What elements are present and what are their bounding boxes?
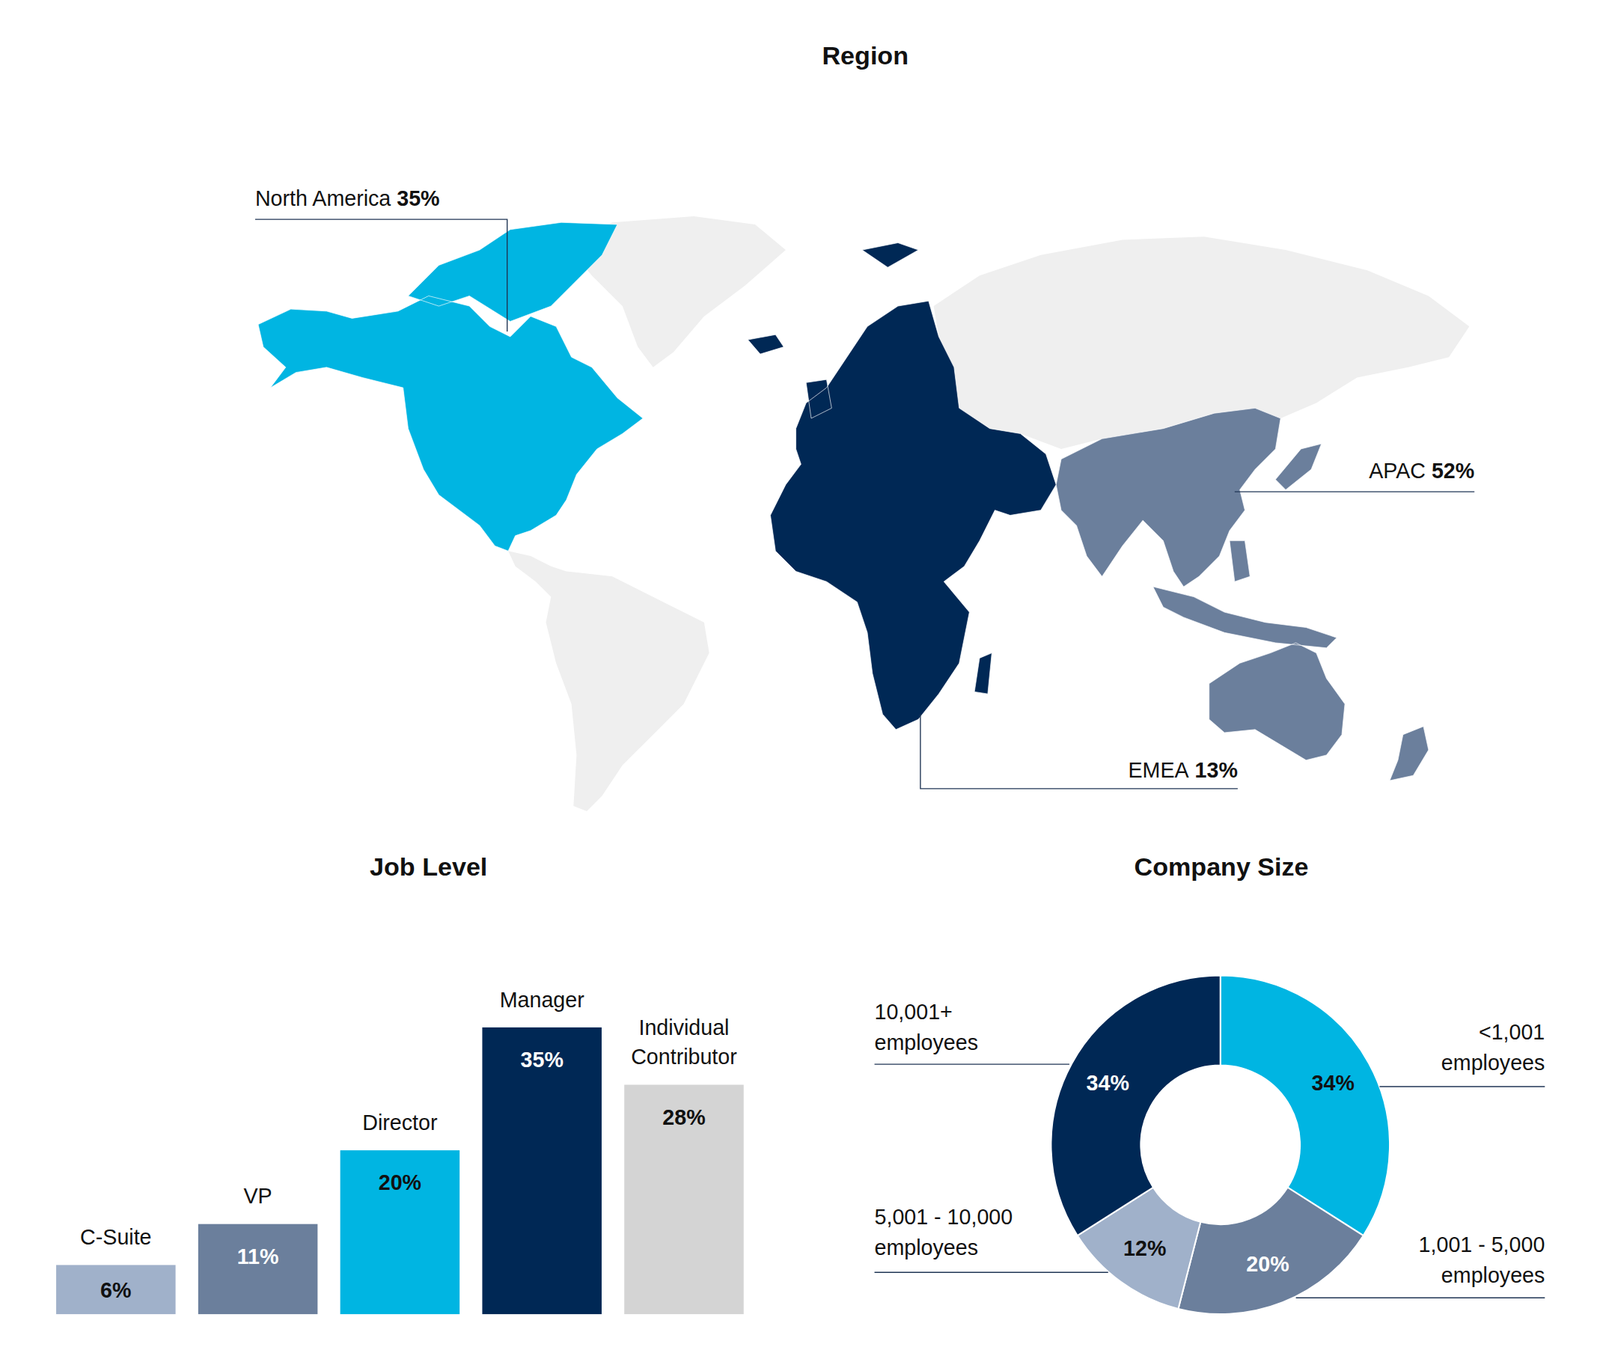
leader-line bbox=[255, 219, 508, 332]
category-label: Director bbox=[362, 1110, 438, 1135]
category-label: <1,001 employees bbox=[1441, 1020, 1545, 1075]
donut-slice bbox=[1050, 975, 1220, 1236]
chart-title: Company Size bbox=[1134, 852, 1309, 881]
background bbox=[0, 0, 1600, 1356]
data-label: 12% bbox=[1123, 1236, 1166, 1261]
category-label: Individual Contributor bbox=[630, 1015, 738, 1070]
region-value: 35% bbox=[396, 186, 440, 211]
chart-title: Job Level bbox=[369, 852, 488, 881]
region-name: APAC bbox=[1368, 458, 1432, 483]
category-label-line: Manager bbox=[499, 987, 585, 1012]
category-label-line: 10,001+ bbox=[874, 999, 953, 1024]
infographic: Region North America 35% EMEA 13% APAC 52% J… bbox=[0, 0, 1600, 1356]
donut-slice bbox=[1177, 1187, 1363, 1315]
chart-title: Region bbox=[822, 41, 909, 70]
category-label-line: employees bbox=[1441, 1263, 1545, 1288]
data-label: 11% bbox=[237, 1244, 280, 1269]
data-label: 35% bbox=[520, 1047, 564, 1072]
bar bbox=[198, 1224, 319, 1315]
region-label: APAC 52% bbox=[1368, 458, 1475, 483]
category-label-line: employees bbox=[874, 1030, 979, 1055]
category-label-line: 1,001 - 5,000 bbox=[1418, 1232, 1546, 1257]
leader-line bbox=[1234, 490, 1475, 492]
category-label: 5,001 - 10,000 employees bbox=[874, 1204, 1014, 1260]
category-label-line: Director bbox=[362, 1110, 438, 1135]
category-label: 1,001 - 5,000 employees bbox=[1418, 1232, 1546, 1288]
region-value: 52% bbox=[1431, 458, 1475, 483]
bar bbox=[340, 1150, 461, 1315]
category-label-line: employees bbox=[1441, 1050, 1545, 1075]
data-label: 34% bbox=[1311, 1070, 1355, 1095]
category-label: 10,001+ employees bbox=[874, 999, 979, 1055]
donut-slice bbox=[1220, 975, 1390, 1236]
region-label: North America 35% bbox=[255, 186, 441, 211]
category-label-line: employees bbox=[874, 1235, 979, 1260]
category-label-line: <1,001 bbox=[1478, 1020, 1545, 1044]
region-label: EMEA 13% bbox=[1128, 758, 1238, 783]
category-label-line: Contributor bbox=[630, 1044, 738, 1069]
category-label-line: 5,001 - 10,000 bbox=[874, 1204, 1014, 1229]
data-label: 20% bbox=[378, 1170, 422, 1195]
region-value: 13% bbox=[1195, 758, 1238, 783]
leader-line bbox=[874, 1272, 1109, 1273]
leader-line bbox=[874, 1063, 1070, 1065]
data-label: 28% bbox=[662, 1105, 705, 1130]
leader-line bbox=[920, 713, 1238, 789]
data-label: 20% bbox=[1246, 1252, 1289, 1276]
category-label-line: VP bbox=[243, 1183, 273, 1208]
category-label: Manager bbox=[499, 987, 585, 1012]
bar bbox=[624, 1085, 744, 1315]
region-map: Region North America 35% EMEA 13% APAC 52% bbox=[255, 41, 1475, 812]
company-size-chart: Company Size34%20%12%34%<1,001employees1… bbox=[874, 852, 1546, 1315]
data-label: 34% bbox=[1086, 1070, 1130, 1095]
region bbox=[747, 242, 1056, 729]
region bbox=[258, 222, 643, 551]
category-label: VP bbox=[243, 1183, 273, 1208]
job-level-chart: Job Level 6% C-Suite 11% VP 20% Director 35% Man… bbox=[56, 852, 744, 1315]
bar bbox=[481, 1027, 602, 1315]
leader-line bbox=[1296, 1297, 1546, 1299]
region-name: North America bbox=[255, 186, 397, 211]
data-label: 6% bbox=[100, 1278, 131, 1303]
region-name: EMEA bbox=[1128, 758, 1196, 783]
category-label: C-Suite bbox=[80, 1225, 152, 1250]
other-land bbox=[508, 216, 1470, 812]
category-label-line: C-Suite bbox=[80, 1225, 152, 1250]
category-label-line: Individual bbox=[639, 1015, 730, 1040]
bar bbox=[56, 1264, 176, 1315]
leader-line bbox=[1379, 1085, 1545, 1087]
